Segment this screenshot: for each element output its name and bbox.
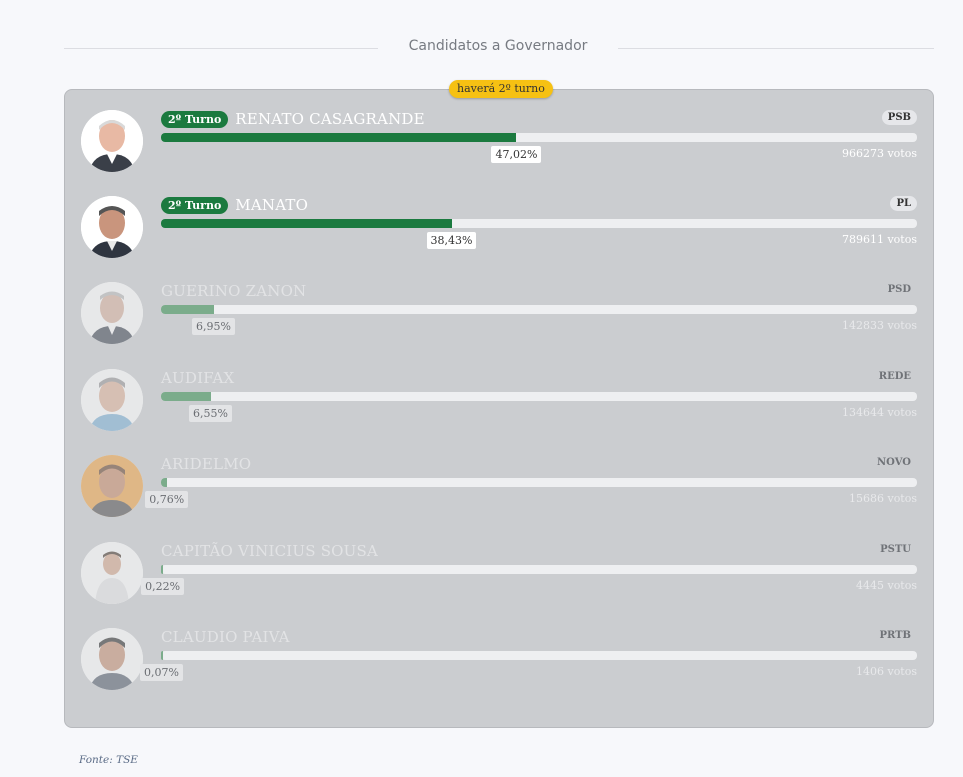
party-badge: PL <box>890 196 917 211</box>
section-header: Candidatos a Governador <box>64 38 934 60</box>
candidate-row[interactable]: AUDIFAX REDE 6,55% 134644 votos <box>65 349 933 435</box>
header-divider-left <box>64 48 378 49</box>
party-badge: REDE <box>878 371 911 382</box>
votes-count: 142833 votos <box>841 319 917 332</box>
votes-count: 789611 votos <box>841 233 917 246</box>
vote-bar-track <box>161 478 917 487</box>
source-credit: Fonte: TSE <box>79 754 138 766</box>
candidate-photo <box>81 628 143 690</box>
party-badge: PSTU <box>880 544 911 555</box>
candidate-row[interactable]: CLAUDIO PAIVA PRTB 0,07% 1406 votos <box>65 608 933 694</box>
percent-label: 47,02% <box>491 146 542 163</box>
candidate-row[interactable]: 2º Turno MANATO PL 38,43% 789611 votos <box>65 176 933 262</box>
candidate-photo <box>81 455 143 517</box>
vote-bar-fill <box>161 219 452 228</box>
votes-count: 1406 votos <box>855 665 917 678</box>
candidate-photo <box>81 369 143 431</box>
candidate-name: MANATO <box>235 196 309 214</box>
candidate-name: GUERINO ZANON <box>161 282 307 300</box>
vote-bar-fill <box>161 651 163 660</box>
candidate-name: CAPITÃO VINICIUS SOUSA <box>161 542 379 560</box>
candidate-photo <box>81 542 143 604</box>
candidate-photo <box>81 196 143 258</box>
candidate-row[interactable]: ARIDELMO NOVO 0,76% 15686 votos <box>65 435 933 521</box>
candidate-name: RENATO CASAGRANDE <box>235 110 425 128</box>
percent-label: 0,22% <box>141 578 185 595</box>
candidate-row[interactable]: GUERINO ZANON PSD 6,95% 142833 votos <box>65 262 933 348</box>
runoff-badge: haverá 2º turno <box>449 80 553 98</box>
party-badge: PRTB <box>879 630 911 641</box>
candidate-photo <box>81 282 143 344</box>
vote-bar-fill <box>161 133 517 142</box>
votes-count: 134644 votos <box>841 406 917 419</box>
header-divider-right <box>618 48 934 49</box>
percent-label: 6,95% <box>192 318 235 335</box>
vote-bar-fill <box>161 565 163 574</box>
vote-bar-track <box>161 219 917 228</box>
party-badge: PSD <box>887 284 911 295</box>
votes-count: 15686 votos <box>848 492 917 505</box>
candidate-name: CLAUDIO PAIVA <box>161 628 290 646</box>
party-badge: PSB <box>881 110 917 125</box>
vote-bar-fill <box>161 478 167 487</box>
candidate-row[interactable]: 2º Turno RENATO CASAGRANDE PSB 47,02% 96… <box>65 90 933 176</box>
candidate-name: ARIDELMO <box>161 455 252 473</box>
vote-bar-track <box>161 651 917 660</box>
vote-bar-fill <box>161 392 211 401</box>
candidate-photo <box>81 110 143 172</box>
candidate-row[interactable]: CAPITÃO VINICIUS SOUSA PSTU 0,22% 4445 v… <box>65 522 933 608</box>
candidate-name: AUDIFAX <box>161 369 235 387</box>
votes-count: 4445 votos <box>855 579 917 592</box>
results-panel: 2º Turno RENATO CASAGRANDE PSB 47,02% 96… <box>64 89 934 728</box>
percent-label: 6,55% <box>189 405 232 422</box>
second-round-badge: 2º Turno <box>161 196 229 214</box>
vote-bar-track <box>161 133 917 142</box>
vote-bar-track <box>161 305 917 314</box>
vote-bar-track <box>161 565 917 574</box>
vote-bar-fill <box>161 305 214 314</box>
percent-label: 0,07% <box>140 664 183 681</box>
second-round-badge: 2º Turno <box>161 110 229 128</box>
vote-bar-track <box>161 392 917 401</box>
percent-label: 0,76% <box>145 491 189 508</box>
page-title: Candidatos a Governador <box>408 38 588 54</box>
percent-label: 38,43% <box>426 232 477 249</box>
party-badge: NOVO <box>877 457 911 468</box>
votes-count: 966273 votos <box>841 147 917 160</box>
